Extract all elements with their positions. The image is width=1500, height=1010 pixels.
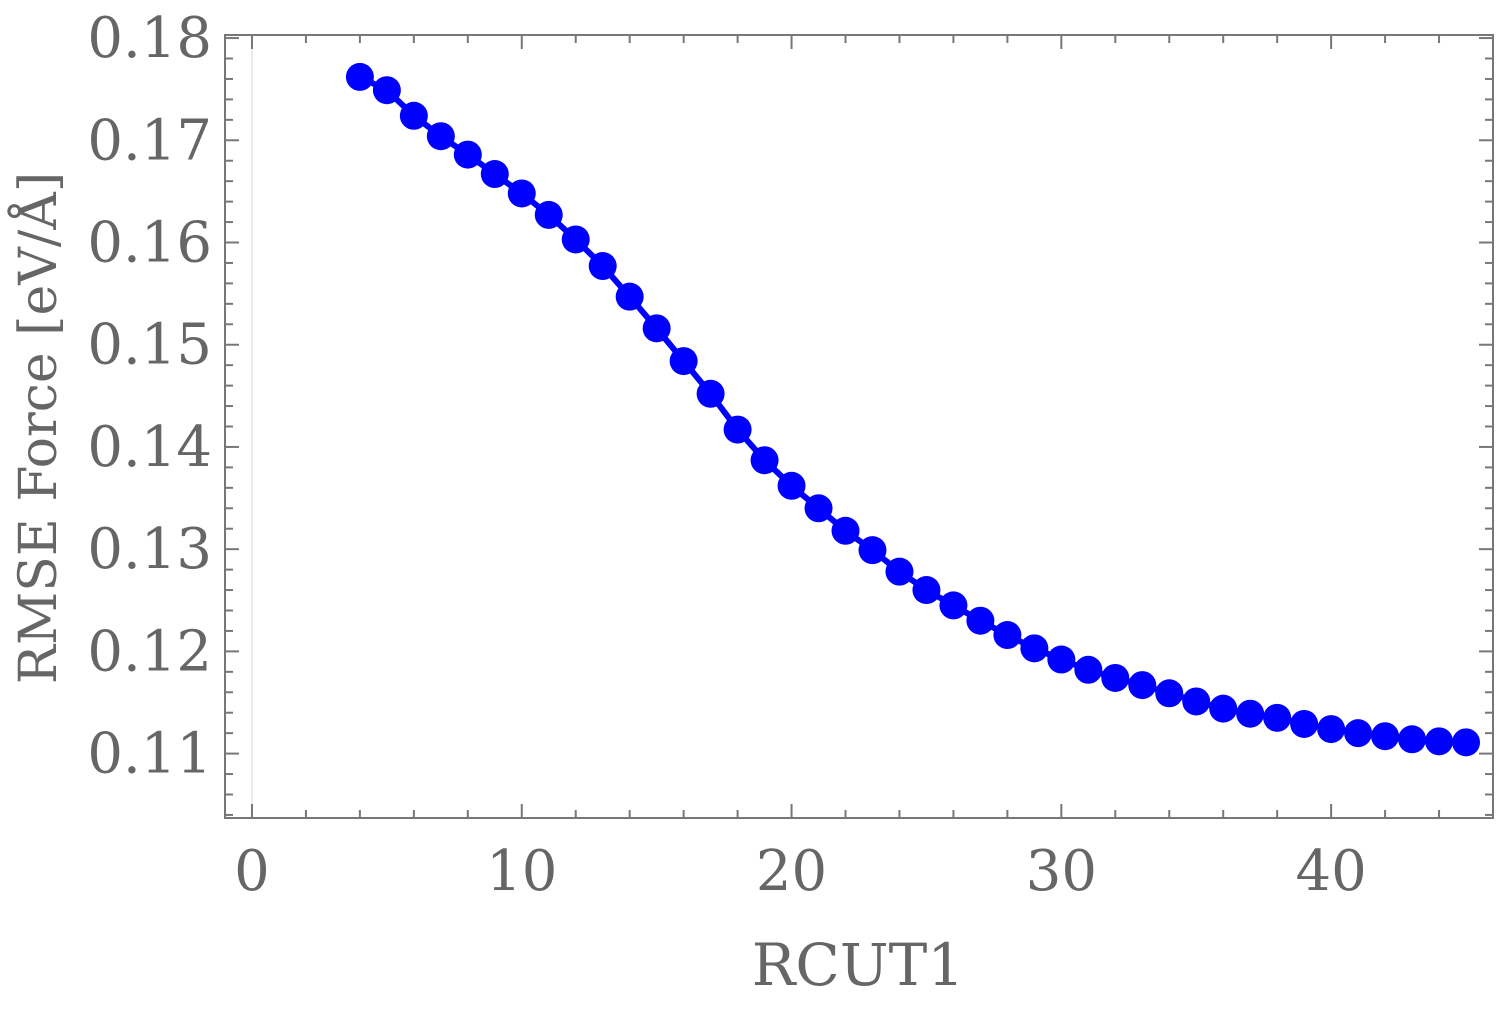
data-point <box>561 225 590 254</box>
data-point <box>1290 709 1319 738</box>
data-point <box>804 494 833 523</box>
x-tick-label: 30 <box>1026 839 1097 904</box>
data-point <box>777 471 806 500</box>
y-axis-title: RMSE Force [eV/Å] <box>7 172 69 684</box>
data-point <box>939 591 968 620</box>
data-point <box>912 576 941 605</box>
data-point <box>642 314 671 343</box>
y-tick-label: 0.16 <box>87 211 212 276</box>
data-point <box>993 621 1022 650</box>
y-tick-label: 0.13 <box>87 517 212 582</box>
data-point <box>831 516 860 545</box>
x-tick-label: 10 <box>486 839 557 904</box>
data-point <box>507 179 536 208</box>
data-point <box>615 282 644 311</box>
data-point <box>480 160 509 189</box>
data-point <box>1101 663 1130 692</box>
plot-frame <box>224 34 1494 819</box>
data-point <box>399 101 428 130</box>
data-point <box>750 446 779 475</box>
data-point <box>858 536 887 565</box>
series-line <box>358 74 1467 746</box>
data-point <box>966 606 995 635</box>
data-point <box>1209 694 1238 723</box>
data-point <box>345 62 374 91</box>
plot-frame-rect <box>224 34 1494 819</box>
data-point <box>1128 671 1157 700</box>
data-point <box>1425 727 1454 756</box>
data-point <box>696 379 725 408</box>
y-tick-label: 0.18 <box>87 6 212 71</box>
data-point <box>1344 719 1373 748</box>
data-point <box>1182 687 1211 716</box>
data-point <box>426 122 455 151</box>
y-tick-label: 0.14 <box>87 415 212 480</box>
data-point <box>1047 645 1076 674</box>
data-point <box>669 347 698 376</box>
data-point <box>1020 634 1049 663</box>
axis-ticks <box>225 35 1493 818</box>
data-point <box>1398 725 1427 754</box>
y-tick-label: 0.15 <box>87 313 212 378</box>
data-point <box>1155 679 1184 708</box>
data-point <box>1452 728 1481 757</box>
data-point <box>453 140 482 169</box>
tick-labels: 0 10 20 30 40 0.11 0.12 0.13 0.14 0.15 0.16 0.17 0.1… <box>87 6 1366 904</box>
data-point <box>534 200 563 229</box>
y-tick-label: 0.11 <box>87 722 212 787</box>
data-point <box>1317 715 1346 744</box>
data-point <box>1371 722 1400 751</box>
data-point <box>1236 699 1265 728</box>
x-tick-label: 40 <box>1295 839 1366 904</box>
x-tick-label: 20 <box>756 839 827 904</box>
data-point <box>885 557 914 586</box>
y-tick-label: 0.12 <box>87 619 212 684</box>
data-series <box>345 62 1481 757</box>
data-point <box>1263 703 1292 732</box>
y-tick-label: 0.17 <box>87 108 212 173</box>
data-point <box>372 76 401 105</box>
data-point <box>1074 655 1103 684</box>
data-point <box>723 415 752 444</box>
x-tick-label: 0 <box>234 839 270 904</box>
data-point <box>588 252 617 281</box>
x-axis-title: RCUT1 <box>752 931 965 999</box>
